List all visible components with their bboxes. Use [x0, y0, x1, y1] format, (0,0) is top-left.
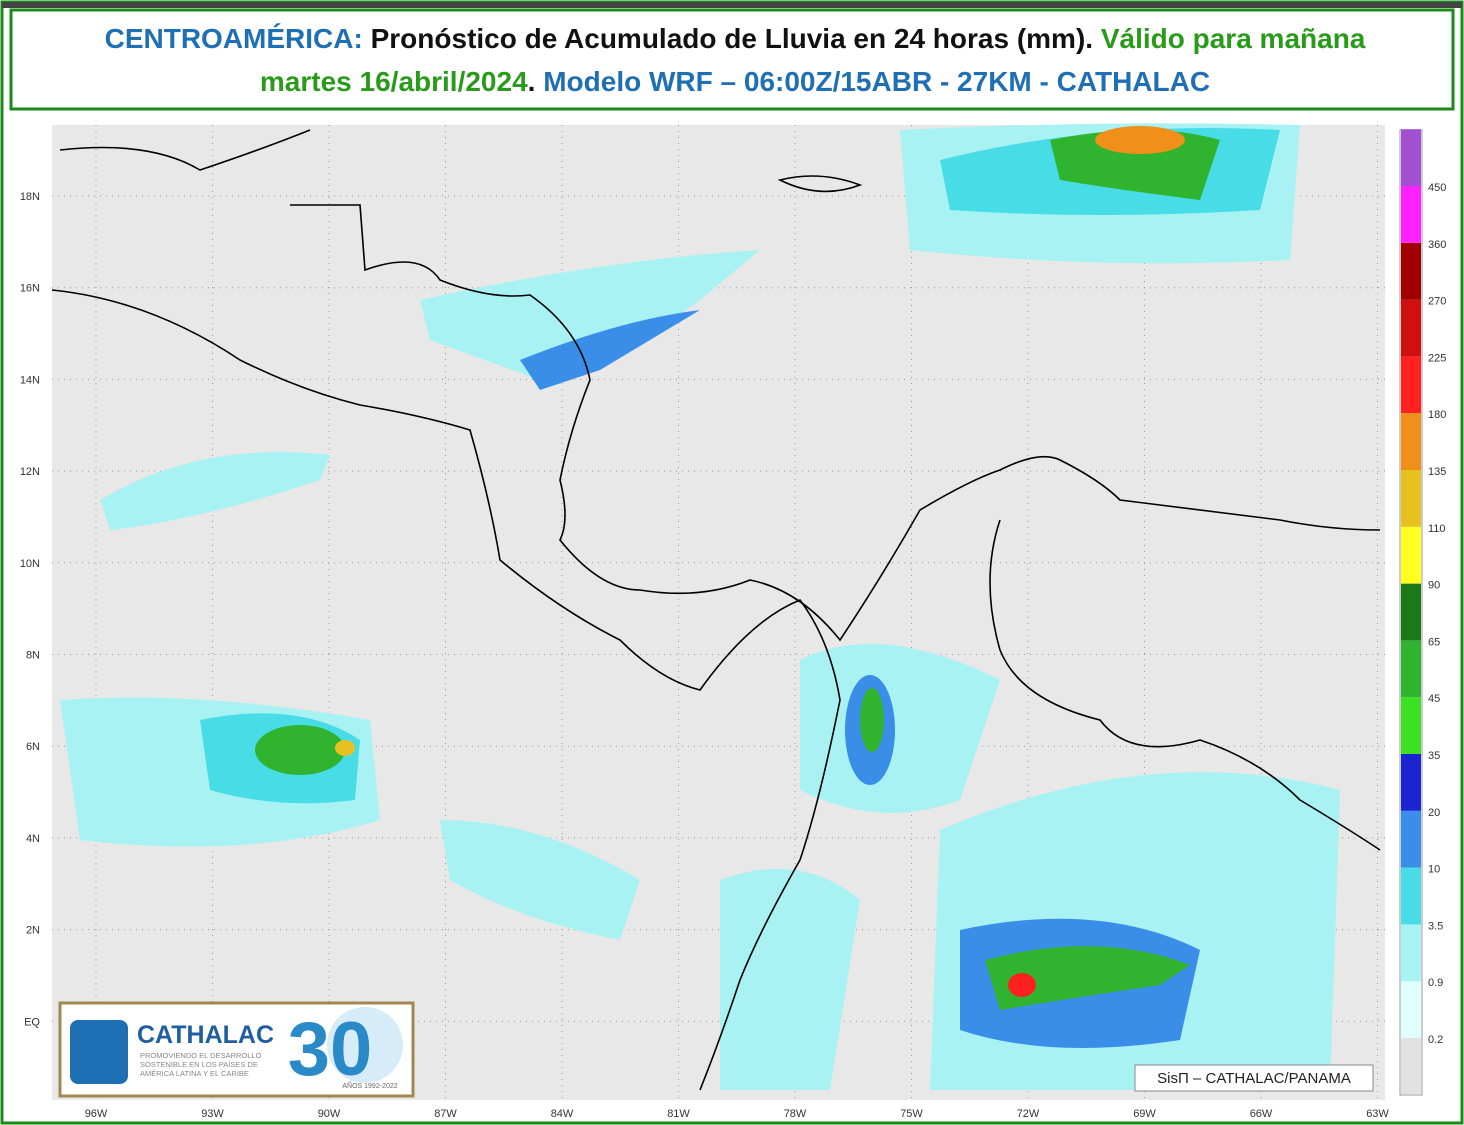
colorbar-label: 180 [1428, 409, 1446, 421]
colorbar-bin [1401, 470, 1421, 527]
colorbar-label: 110 [1428, 523, 1446, 535]
title-line-1: CENTROAMÉRICA: Pronóstico de Acumulado d… [105, 23, 1366, 54]
lat-label: EQ [24, 1016, 40, 1028]
lon-label: 84W [551, 1108, 574, 1120]
lat-label: 16N [20, 283, 40, 295]
lon-label: 63W [1366, 1108, 1389, 1120]
lat-label: 4N [26, 833, 40, 845]
lon-label: 75W [900, 1108, 923, 1120]
rain-area [255, 725, 345, 775]
logo-globe [327, 1007, 403, 1083]
colorbar-bin [1401, 981, 1421, 1038]
title-part: CENTROAMÉRICA: [105, 23, 363, 54]
lon-label: 78W [784, 1108, 807, 1120]
credit: SisΠ – CATHALAC/PANAMA [1157, 1070, 1351, 1087]
colorbar-bin [1401, 583, 1421, 641]
lat-label: 18N [20, 191, 40, 203]
colorbar-bin [1401, 924, 1421, 982]
rain-area [720, 868, 860, 1090]
colorbar-bin [1401, 754, 1421, 811]
rain-area [100, 452, 330, 530]
axis-labels: 18N 16N 14N 12N 10N 8N 6N 4N 2N EQ 96W 93W 90W 87W 84W… [20, 191, 1390, 1120]
colorbar-bin [1401, 299, 1421, 357]
lat-label: 10N [20, 558, 40, 570]
lat-label: 12N [20, 466, 40, 478]
lat-label: 14N [20, 374, 40, 386]
colorbar: 0.2 0.9 3.5 10 20 35 45 65 90 110 135 180 225 270 360 4… [1401, 129, 1446, 1094]
colorbar-bin [1401, 697, 1421, 754]
coastlines [51, 129, 1381, 1091]
title-part: martes 16/abril/2024 [260, 66, 528, 97]
title-line-2: martes 16/abril/2024. Modelo WRF – 06:00… [260, 66, 1210, 97]
lon-label: 69W [1133, 1108, 1156, 1120]
rain-area [1008, 973, 1036, 997]
island [777, 175, 863, 193]
colorbar-label: 360 [1428, 239, 1446, 251]
rain-areas [60, 123, 1340, 1090]
border [989, 519, 1381, 851]
colorbar-bin [1401, 526, 1421, 584]
lon-label: 90W [318, 1108, 341, 1120]
coastline [51, 289, 841, 1091]
title-part: Modelo WRF – 06:00Z/15ABR - 27KM - CATHA… [535, 66, 1210, 97]
lon-label: 66W [1250, 1108, 1273, 1120]
rain-area [800, 644, 1000, 813]
title-box [9, 8, 1455, 111]
colorbar-label: 35 [1428, 750, 1440, 762]
logo-years: AÑOS 1992-2022 [342, 1081, 397, 1090]
logo-tagline: SOSTENIBLE EN LOS PAÍSES DE [140, 1060, 258, 1069]
colorbar-bin [1401, 129, 1421, 186]
colorbar-label: 0.9 [1428, 977, 1443, 989]
title-part: Pronóstico de Acumulado de Lluvia en 24 … [363, 23, 1093, 54]
logo-icon [70, 1020, 128, 1084]
colorbar-label: 45 [1428, 693, 1440, 705]
rain-area [520, 310, 700, 390]
rain-area [860, 688, 884, 752]
rain-area [335, 740, 355, 756]
rain-area [1095, 126, 1185, 154]
colorbar-label: 450 [1428, 182, 1446, 194]
logo-anniversary: 30 [288, 1007, 373, 1092]
colorbar-bin [1401, 413, 1421, 470]
map: 18N 16N 14N 12N 10N 8N 6N 4N 2N EQ 96W 93W 90W 87W 84W… [20, 123, 1446, 1120]
colorbar-label: 0.2 [1428, 1034, 1443, 1046]
top-bar [2, 2, 1462, 8]
lat-label: 6N [26, 741, 40, 753]
coastline [59, 129, 311, 171]
title-part: Válido para mañana [1093, 23, 1366, 54]
logo-tagline: PROMOVIENDO EL DESARROLLO [140, 1051, 262, 1060]
colorbar-bin [1401, 186, 1421, 243]
colorbar-label: 135 [1428, 466, 1446, 478]
colorbar-bin [1401, 867, 1421, 925]
credit-box [1134, 1064, 1374, 1092]
lat-label: 2N [26, 925, 40, 937]
logo-name: CATHALAC [137, 1021, 274, 1049]
colorbar-bin [1401, 810, 1421, 868]
colorbar-label: 270 [1428, 296, 1446, 308]
colorbar-bin [1401, 242, 1421, 300]
lon-label: 96W [85, 1108, 108, 1120]
lat-label: 8N [26, 650, 40, 662]
lon-label: 87W [434, 1108, 457, 1120]
logo: CATHALAC PROMOVIENDO EL DESARROLLO SOSTE… [58, 1001, 415, 1098]
colorbar-label: 90 [1428, 580, 1440, 592]
colorbar-bin [1401, 640, 1421, 698]
coastline [290, 204, 1381, 642]
title-part: . [528, 66, 536, 97]
lon-label: 81W [667, 1108, 690, 1120]
colorbar-label: 225 [1428, 352, 1446, 364]
colorbar-label: 65 [1428, 636, 1440, 648]
rain-area [985, 946, 1190, 1010]
colorbar-bin [1401, 356, 1421, 414]
colorbar-label: 10 [1428, 864, 1440, 876]
lon-label: 93W [201, 1108, 224, 1120]
rain-area [440, 820, 640, 940]
colorbar-label: 20 [1428, 807, 1440, 819]
lon-label: 72W [1017, 1108, 1040, 1120]
colorbar-bin [1401, 1038, 1421, 1094]
logo-tagline: AMÉRICA LATINA Y EL CARIBE [140, 1069, 249, 1078]
colorbar-label: 3.5 [1428, 920, 1443, 932]
rain-area [420, 250, 760, 380]
